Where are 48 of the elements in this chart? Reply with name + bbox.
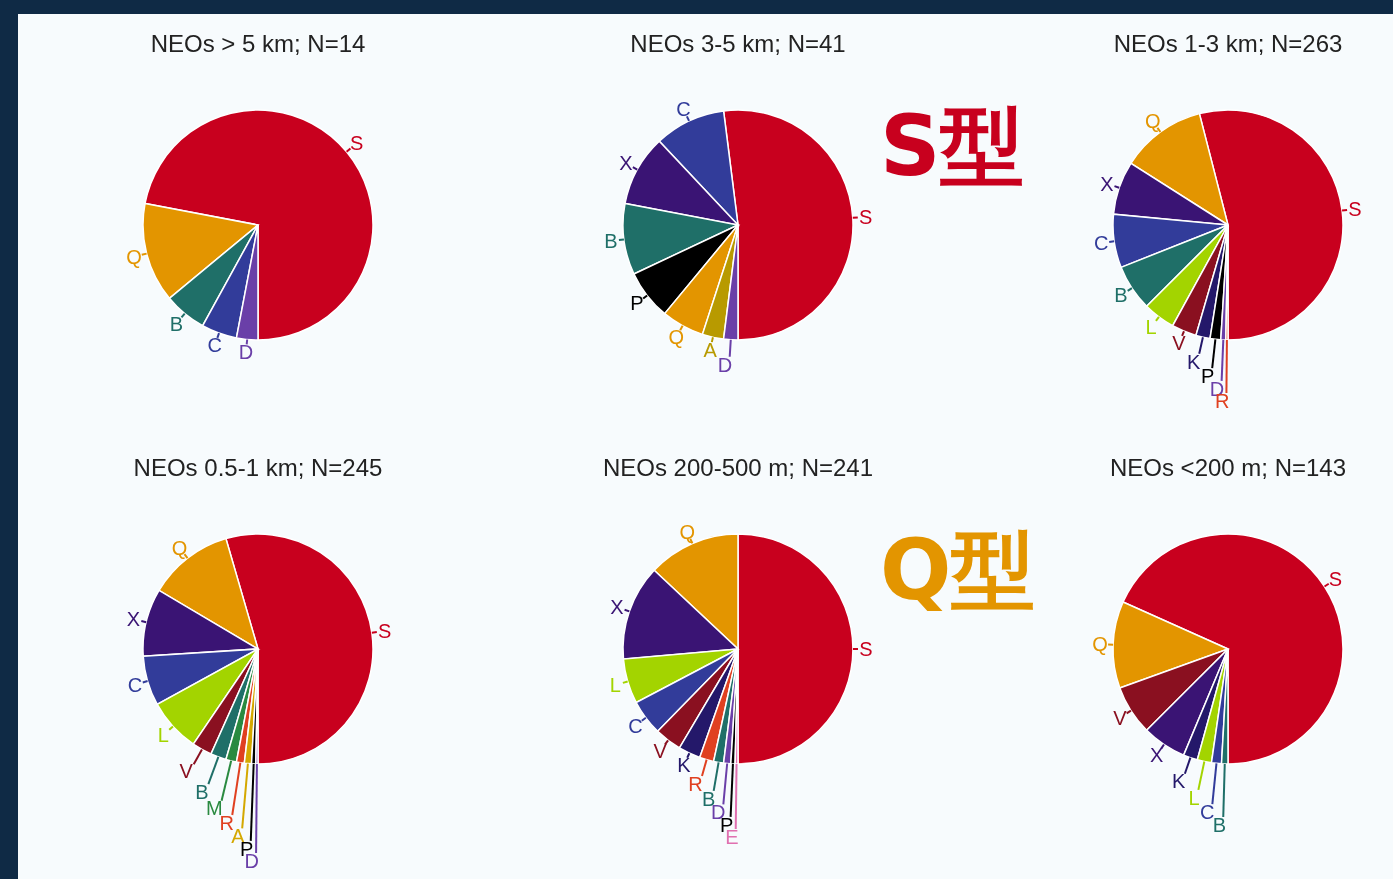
text: Q型: [880, 520, 1036, 621]
slice-label: V: [653, 739, 668, 762]
slice-label: C: [676, 98, 691, 121]
slice-label: S: [859, 205, 873, 228]
slice-label: L: [609, 674, 621, 697]
slice-label: A: [703, 338, 718, 361]
slice-label: V: [1113, 706, 1128, 729]
slice-label: Q: [679, 520, 695, 543]
slice-label: K: [1171, 770, 1186, 793]
slice-label: X: [126, 608, 141, 631]
slice-label: C: [628, 714, 643, 737]
slice-label: X: [619, 152, 633, 175]
slice-label: K: [1187, 350, 1202, 373]
chart-title: NEOs > 5 km; N=14: [149, 30, 367, 59]
text: S型: [880, 96, 1025, 197]
slice-label: S: [1328, 568, 1343, 591]
slice-label: D: [238, 341, 254, 364]
slice-label: Q: [1092, 633, 1108, 656]
slice-label: B: [169, 312, 184, 335]
slice-label: S: [1348, 197, 1362, 220]
slice-label: P: [630, 292, 644, 315]
slice-label: Q: [126, 245, 142, 268]
slice-label: C: [127, 673, 143, 696]
slice-label: Q: [668, 326, 685, 349]
chart-title: NEOs 0.5-1 km; N=245: [132, 454, 384, 483]
slice-label: V: [1172, 332, 1187, 355]
slice-label: X: [1100, 172, 1114, 195]
slice-label: S: [349, 132, 364, 155]
slice-label: B: [1114, 284, 1128, 307]
slice-label: X: [610, 596, 624, 619]
slice-label: D: [717, 353, 733, 376]
chart-title: NEOs 200-500 m; N=241: [601, 454, 875, 483]
slice-label: C: [207, 334, 222, 357]
slice-label: C: [1200, 801, 1215, 824]
slice-label: S: [378, 619, 392, 642]
slice-label: Q: [171, 536, 188, 559]
slice-label: Q: [1144, 110, 1161, 133]
slice-label: V: [179, 760, 194, 783]
chart-title: NEOs 3-5 km; N=41: [629, 30, 847, 59]
slice-label: X: [1150, 744, 1164, 767]
slice-label: B: [604, 230, 618, 253]
slice-label: L: [1145, 316, 1157, 339]
slice-label: L: [157, 724, 169, 747]
slice-label: C: [1094, 232, 1109, 255]
chart-title: NEOs 1-3 km; N=263: [1112, 30, 1344, 59]
slice-label: L: [1188, 786, 1200, 809]
slice-label: S: [859, 638, 873, 660]
chart-title: NEOs <200 m; N=143: [1108, 454, 1348, 483]
